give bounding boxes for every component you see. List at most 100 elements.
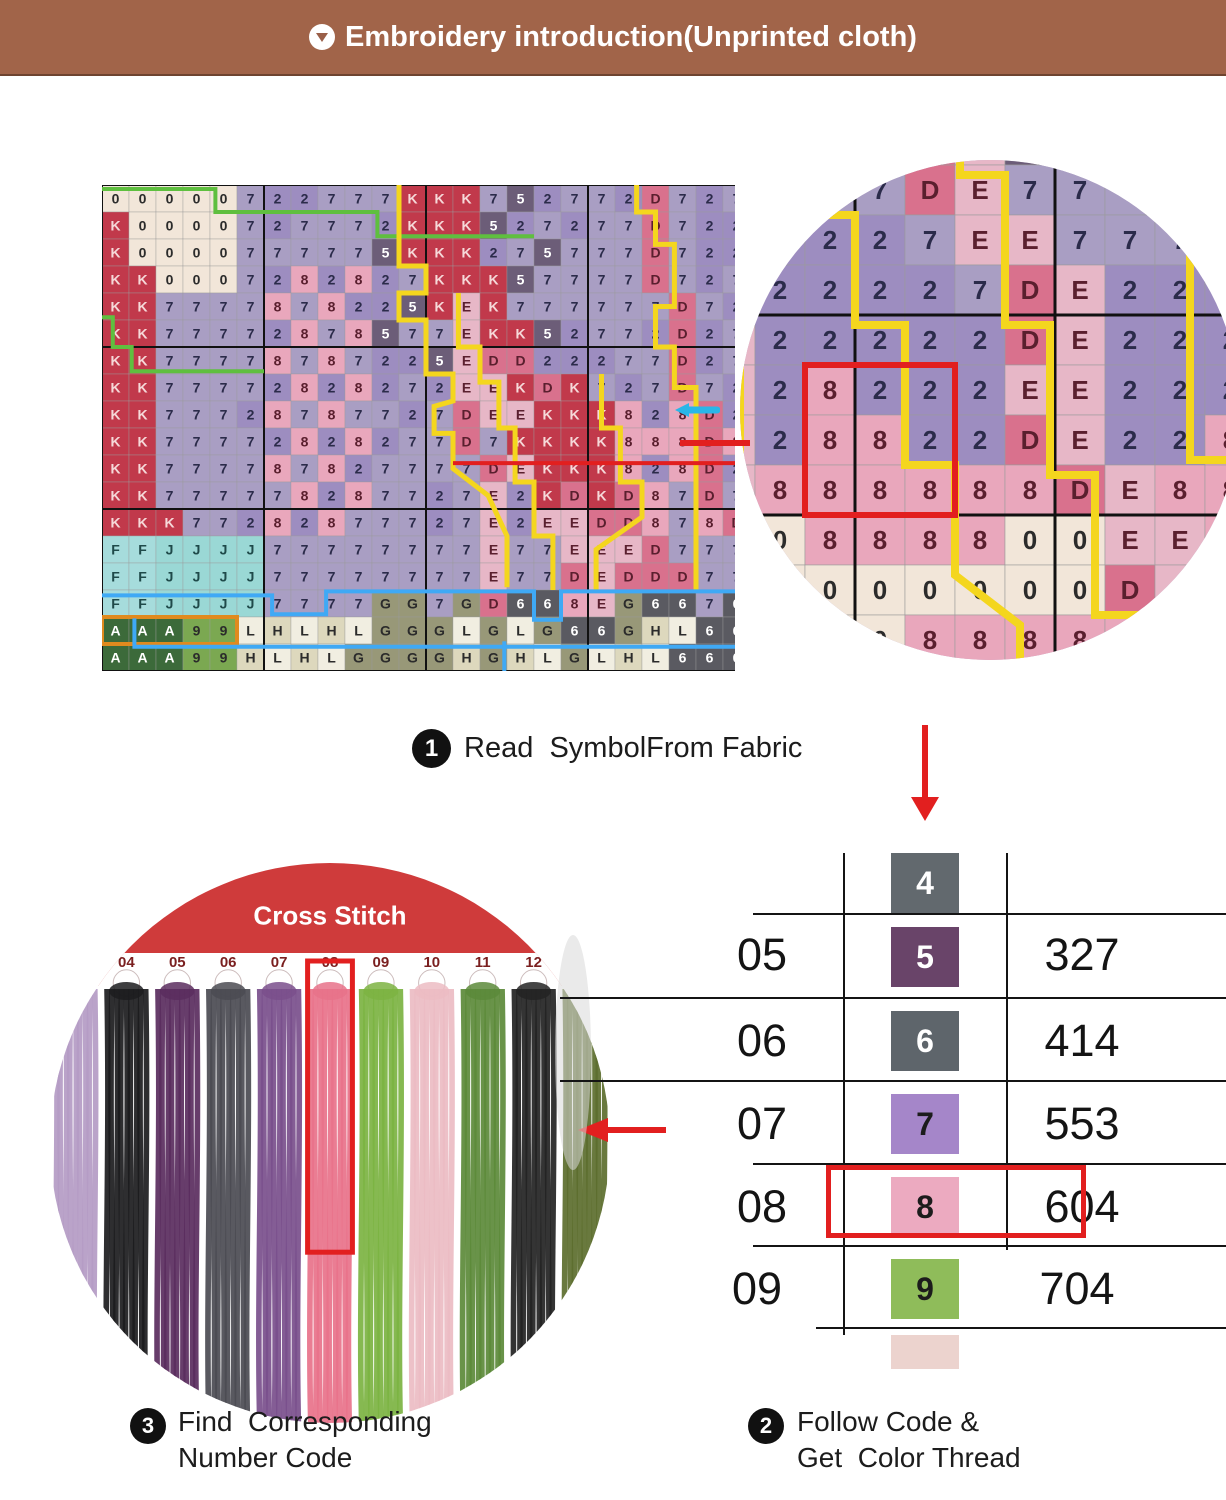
svg-text:7: 7 <box>517 569 525 585</box>
svg-text:0: 0 <box>773 575 787 605</box>
svg-text:8: 8 <box>873 525 887 555</box>
svg-text:0: 0 <box>166 191 174 207</box>
svg-text:05: 05 <box>169 954 186 971</box>
svg-text:L: L <box>273 650 282 666</box>
svg-text:6: 6 <box>679 650 687 666</box>
svg-text:2: 2 <box>1173 275 1187 305</box>
svg-text:7: 7 <box>220 488 228 504</box>
svg-text:7: 7 <box>706 596 714 612</box>
svg-text:7: 7 <box>220 299 228 315</box>
svg-text:2: 2 <box>873 325 887 355</box>
svg-text:7: 7 <box>193 380 201 396</box>
svg-text:8: 8 <box>355 434 363 450</box>
svg-text:F: F <box>138 542 147 558</box>
svg-text:K: K <box>461 218 471 234</box>
svg-text:2: 2 <box>1123 375 1137 405</box>
svg-text:0: 0 <box>1073 525 1087 555</box>
svg-text:J: J <box>220 596 228 612</box>
svg-text:0: 0 <box>1073 575 1087 605</box>
svg-text:5: 5 <box>544 326 552 342</box>
svg-text:H: H <box>326 623 336 639</box>
svg-text:2: 2 <box>923 325 937 355</box>
svg-text:7: 7 <box>652 353 660 369</box>
svg-text:2: 2 <box>436 515 444 531</box>
svg-text:7: 7 <box>274 488 282 504</box>
svg-text:0: 0 <box>923 575 937 605</box>
svg-text:K: K <box>137 407 147 423</box>
svg-text:7: 7 <box>382 488 390 504</box>
svg-text:7: 7 <box>247 218 255 234</box>
svg-text:K: K <box>137 434 147 450</box>
svg-text:7: 7 <box>544 218 552 234</box>
svg-text:A: A <box>110 650 120 666</box>
svg-text:K: K <box>407 245 417 261</box>
svg-text:K: K <box>137 380 147 396</box>
svg-text:7: 7 <box>571 299 579 315</box>
svg-text:7: 7 <box>679 488 687 504</box>
svg-text:5: 5 <box>382 245 390 261</box>
svg-text:0: 0 <box>220 191 228 207</box>
svg-text:D: D <box>623 488 633 504</box>
svg-text:7: 7 <box>301 299 309 315</box>
svg-text:7: 7 <box>193 515 201 531</box>
svg-text:J: J <box>193 542 201 558</box>
svg-text:7: 7 <box>598 245 606 261</box>
svg-text:7: 7 <box>220 434 228 450</box>
svg-text:2: 2 <box>1123 275 1137 305</box>
svg-text:8: 8 <box>823 375 837 405</box>
svg-text:8: 8 <box>773 475 787 505</box>
svg-text:L: L <box>543 650 552 666</box>
svg-text:K: K <box>110 245 120 261</box>
svg-text:D: D <box>704 488 714 504</box>
svg-text:E: E <box>570 542 579 558</box>
svg-text:J: J <box>193 569 201 585</box>
svg-text:0: 0 <box>1023 525 1037 555</box>
svg-text:7: 7 <box>274 245 282 261</box>
svg-text:2: 2 <box>625 380 633 396</box>
svg-text:2: 2 <box>571 353 579 369</box>
svg-text:2: 2 <box>274 191 282 207</box>
svg-text:7: 7 <box>598 299 606 315</box>
svg-text:6: 6 <box>598 623 606 639</box>
svg-text:7: 7 <box>328 569 336 585</box>
svg-text:2: 2 <box>733 218 735 234</box>
svg-text:2: 2 <box>823 325 837 355</box>
svg-text:7: 7 <box>873 175 887 205</box>
svg-text:2: 2 <box>544 191 552 207</box>
svg-text:2: 2 <box>706 245 714 261</box>
svg-text:L: L <box>651 650 660 666</box>
svg-text:J: J <box>247 569 255 585</box>
svg-text:0: 0 <box>773 525 787 555</box>
svg-text:G: G <box>488 623 499 639</box>
svg-text:7: 7 <box>328 326 336 342</box>
svg-text:K: K <box>434 191 444 207</box>
svg-text:2: 2 <box>923 275 937 305</box>
svg-text:2: 2 <box>355 299 363 315</box>
svg-text:6: 6 <box>544 596 552 612</box>
svg-text:8: 8 <box>571 596 579 612</box>
svg-text:K: K <box>110 272 120 288</box>
svg-text:7: 7 <box>409 542 417 558</box>
svg-text:0: 0 <box>112 191 120 207</box>
svg-text:D: D <box>515 353 525 369</box>
svg-text:8: 8 <box>301 326 309 342</box>
svg-text:2: 2 <box>706 353 714 369</box>
svg-text:7: 7 <box>166 461 174 477</box>
svg-text:7: 7 <box>220 380 228 396</box>
svg-text:7: 7 <box>382 569 390 585</box>
svg-text:K: K <box>110 218 120 234</box>
svg-text:2: 2 <box>973 325 987 355</box>
svg-text:2: 2 <box>517 488 525 504</box>
svg-text:0: 0 <box>193 191 201 207</box>
svg-text:Cross Stitch: Cross Stitch <box>253 901 406 931</box>
svg-text:8: 8 <box>274 461 282 477</box>
svg-text:2: 2 <box>274 326 282 342</box>
svg-text:J: J <box>220 542 228 558</box>
svg-text:G: G <box>380 623 391 639</box>
svg-text:H: H <box>299 650 309 666</box>
svg-text:9: 9 <box>193 623 201 639</box>
svg-text:K: K <box>596 488 606 504</box>
svg-text:7: 7 <box>625 326 633 342</box>
svg-text:7: 7 <box>436 596 444 612</box>
svg-text:K: K <box>110 488 120 504</box>
